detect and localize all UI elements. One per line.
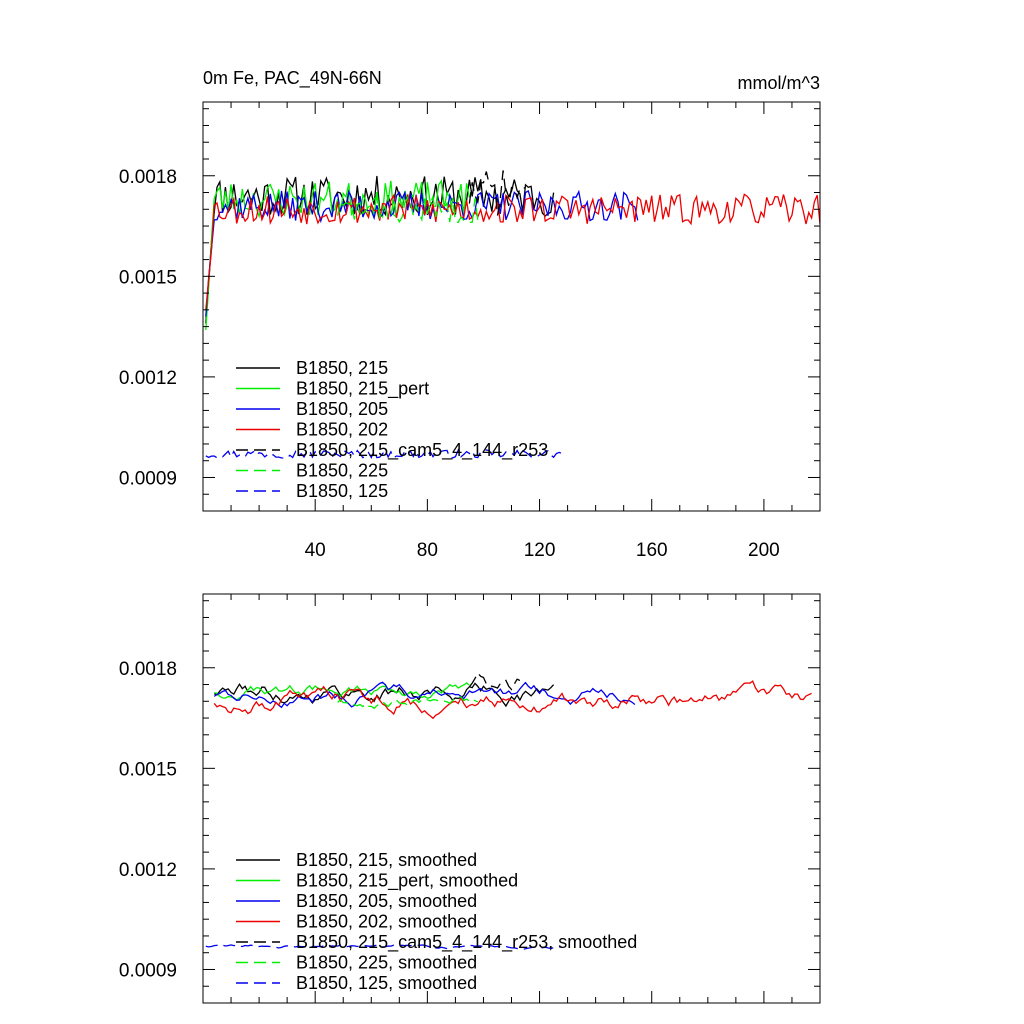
legend-label: B1850, 225	[296, 461, 388, 481]
series-line	[205, 193, 820, 310]
legend-label: B1850, 202	[296, 420, 388, 440]
series-line	[213, 682, 555, 708]
x-tick-label: 120	[524, 540, 556, 561]
panel-title: 0m Fe, PAC_49N-66N	[203, 68, 382, 89]
y-tick-label: 0.0018	[119, 167, 177, 188]
legend-label: B1850, 215_cam5_4_144_r253	[296, 440, 548, 461]
legend-label: B1850, 202, smoothed	[296, 912, 477, 932]
x-tick-label: 200	[748, 540, 780, 561]
bottom-panel: 0.0009 0.0012 0.0015 0.0018 B1850, 215, smo…	[119, 593, 821, 1004]
y-tick-label: 0.0012	[119, 368, 177, 389]
series-line	[468, 170, 526, 216]
series-line	[205, 175, 555, 324]
series-line	[205, 448, 563, 459]
x-tick-label: 80	[417, 540, 438, 561]
legend-label: B1850, 125	[296, 481, 388, 501]
top-panel: 0m Fe, PAC_49N-66N mmol/m^3 0.0009 0.0012…	[119, 68, 821, 561]
series-line	[336, 194, 479, 224]
legend-label: B1850, 125, smoothed	[296, 973, 477, 993]
y-tick-label: 0.0009	[119, 960, 177, 981]
legend-label: B1850, 225, smoothed	[296, 953, 477, 973]
y-tick-label: 0.0009	[119, 468, 177, 489]
legend-label: B1850, 205	[296, 399, 388, 419]
y-tick-label: 0.0012	[119, 860, 177, 881]
x-tick-label: 40	[305, 540, 326, 561]
x-tick-label: 160	[636, 540, 668, 561]
series-line	[205, 189, 639, 317]
y-tick-label: 0.0018	[119, 659, 177, 680]
series-line	[214, 682, 470, 701]
series-line	[213, 680, 812, 720]
series-line	[468, 671, 521, 691]
y-tick-label: 0.0015	[119, 267, 177, 288]
legend-label: B1850, 215	[296, 358, 388, 378]
series-line	[337, 696, 479, 710]
legend-label: B1850, 215_pert, smoothed	[296, 871, 518, 892]
legend-label: B1850, 215, smoothed	[296, 850, 477, 870]
legend-label: B1850, 215_pert	[296, 379, 429, 400]
legend-label: B1850, 205, smoothed	[296, 891, 477, 911]
units-label: mmol/m^3	[738, 73, 820, 93]
series-line	[205, 943, 563, 951]
y-tick-label: 0.0015	[119, 759, 177, 780]
legend-label: B1850, 215_cam5_4_144_r253, smoothed	[296, 932, 637, 953]
